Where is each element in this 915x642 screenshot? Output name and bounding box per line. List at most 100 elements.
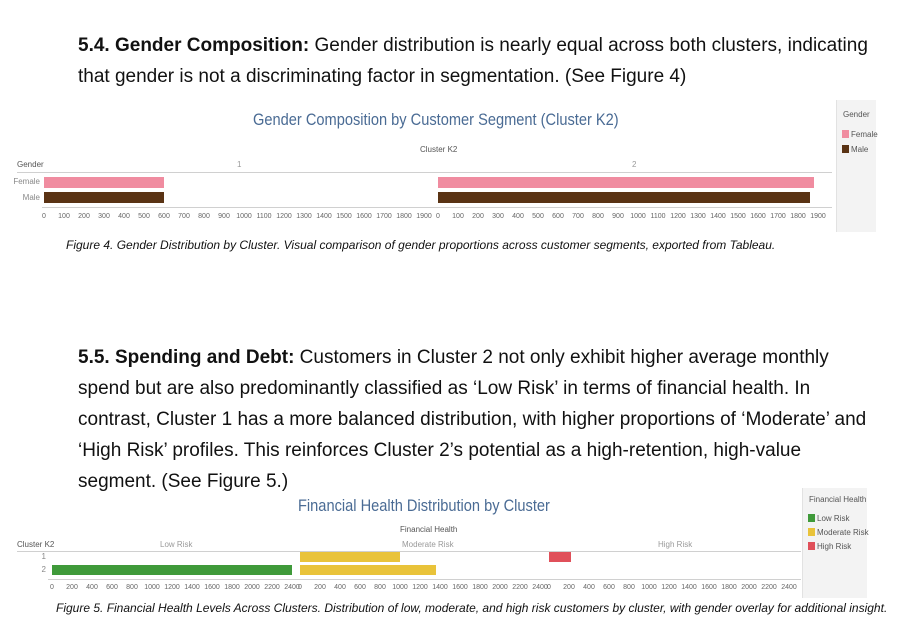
figure-4-column-header: Cluster K2: [420, 145, 458, 154]
x-tick-label: 600: [158, 213, 170, 220]
x-tick-label: 1200: [670, 213, 686, 220]
legend-item-high-risk: High Risk: [808, 542, 851, 551]
moderate-risk-swatch: [808, 528, 815, 536]
x-tick-label: 400: [334, 584, 346, 591]
x-tick-label: 2000: [741, 584, 757, 591]
figure-5-title: Financial Health Distribution by Cluster: [298, 496, 550, 515]
x-tick-label: 1300: [690, 213, 706, 220]
figure-4-legend: Gender Female Male: [836, 100, 878, 232]
x-tick-label: 1400: [184, 584, 200, 591]
figure-5-column-header: Financial Health: [400, 525, 458, 534]
figure-5-panel-label-high: High Risk: [658, 540, 693, 549]
x-tick-label: 900: [612, 213, 624, 220]
figure-5-caption: Figure 5. Financial Health Levels Across…: [56, 601, 888, 615]
x-tick-label: 1200: [164, 584, 180, 591]
x-tick-label: 1400: [432, 584, 448, 591]
x-tick-label: 600: [354, 584, 366, 591]
x-tick-label: 1600: [701, 584, 717, 591]
x-tick-label: 0: [50, 584, 54, 591]
x-tick-label: 1600: [750, 213, 766, 220]
figure-5-panel-label-moderate: Moderate Risk: [402, 540, 454, 549]
x-tick-label: 200: [314, 584, 326, 591]
x-tick-label: 1600: [452, 584, 468, 591]
x-tick-label: 2200: [761, 584, 777, 591]
figure-4-legend-title: Gender: [843, 110, 870, 119]
x-tick-label: 1400: [316, 213, 332, 220]
x-tick-label: 1000: [641, 584, 657, 591]
x-tick-label: 100: [58, 213, 70, 220]
x-tick-label: 1900: [416, 213, 432, 220]
x-tick-label: 100: [452, 213, 464, 220]
x-tick-label: 1700: [376, 213, 392, 220]
x-tick-label: 300: [492, 213, 504, 220]
x-tick-label: 1400: [710, 213, 726, 220]
section-5-5-heading: 5.5. Spending and Debt:: [78, 347, 295, 368]
figure-4-title: Gender Composition by Customer Segment (…: [253, 110, 619, 129]
x-tick-label: 0: [298, 584, 302, 591]
legend-item-moderate-risk: Moderate Risk: [808, 528, 869, 537]
x-tick-label: 1300: [296, 213, 312, 220]
figure-5-header-divider: [17, 551, 801, 552]
legend-item-female: Female: [842, 130, 878, 139]
x-tick-label: 1800: [790, 213, 806, 220]
x-tick-label: 0: [42, 213, 46, 220]
x-tick-label: 1500: [730, 213, 746, 220]
x-tick-label: 200: [66, 584, 78, 591]
x-tick-label: 1100: [256, 213, 272, 220]
female-swatch: [842, 130, 849, 138]
section-5-4-paragraph: 5.4. Gender Composition: Gender distribu…: [78, 30, 878, 92]
section-5-5-text: Customers in Cluster 2 not only exhibit …: [78, 347, 867, 492]
figure-4-header-divider: [17, 172, 832, 173]
x-tick-label: 2200: [264, 584, 280, 591]
x-tick-label: 600: [552, 213, 564, 220]
legend-label-high-risk: High Risk: [817, 542, 852, 551]
legend-label-low-risk: Low Risk: [817, 514, 850, 523]
figure-5-row-label-1: 1: [41, 552, 46, 561]
legend-item-low-risk: Low Risk: [808, 514, 849, 523]
x-tick-label: 1000: [144, 584, 160, 591]
x-tick-label: 400: [583, 584, 595, 591]
x-tick-label: 1000: [236, 213, 252, 220]
x-tick-label: 300: [98, 213, 110, 220]
x-tick-label: 400: [512, 213, 524, 220]
figure-5-row-label-2: 2: [41, 565, 46, 574]
x-tick-label: 1600: [204, 584, 220, 591]
x-tick-label: 500: [532, 213, 544, 220]
x-tick-label: 1800: [472, 584, 488, 591]
figure-4-row-label-male: Male: [22, 193, 40, 202]
bar-financial-health-low-risk-2: [52, 565, 292, 575]
x-tick-label: 1800: [224, 584, 240, 591]
male-swatch: [842, 145, 849, 153]
x-tick-label: 2400: [532, 584, 548, 591]
legend-item-male: Male: [842, 145, 868, 154]
bar-gender-2-female: [438, 177, 814, 188]
figure-4-panel-label-2: 2: [632, 160, 637, 169]
section-5-4-heading: 5.4. Gender Composition:: [78, 35, 310, 56]
x-tick-label: 2400: [284, 584, 300, 591]
figure-4-caption: Figure 4. Gender Distribution by Cluster…: [66, 238, 776, 252]
x-tick-label: 800: [374, 584, 386, 591]
x-tick-label: 500: [138, 213, 150, 220]
legend-label-male: Male: [851, 145, 869, 154]
x-tick-label: 200: [472, 213, 484, 220]
x-tick-label: 2000: [244, 584, 260, 591]
bar-financial-health-moderate-risk-1: [300, 552, 400, 562]
x-tick-label: 2000: [492, 584, 508, 591]
low-risk-swatch: [808, 514, 815, 522]
section-5-5-paragraph: 5.5. Spending and Debt: Customers in Clu…: [78, 342, 878, 497]
legend-label-female: Female: [851, 130, 878, 139]
high-risk-swatch: [808, 542, 815, 550]
figure-4-chart: Gender Composition by Customer Segment (…: [0, 100, 878, 235]
figure-4-row-label-female: Female: [13, 177, 40, 186]
x-tick-label: 1000: [630, 213, 646, 220]
x-tick-label: 400: [86, 584, 98, 591]
legend-label-moderate-risk: Moderate Risk: [817, 528, 869, 537]
x-tick-label: 200: [78, 213, 90, 220]
x-tick-label: 1500: [336, 213, 352, 220]
x-tick-label: 800: [126, 584, 138, 591]
x-tick-label: 1600: [356, 213, 372, 220]
x-tick-label: 600: [106, 584, 118, 591]
bar-financial-health-moderate-risk-2: [300, 565, 436, 575]
x-tick-label: 1200: [276, 213, 292, 220]
x-tick-label: 200: [563, 584, 575, 591]
